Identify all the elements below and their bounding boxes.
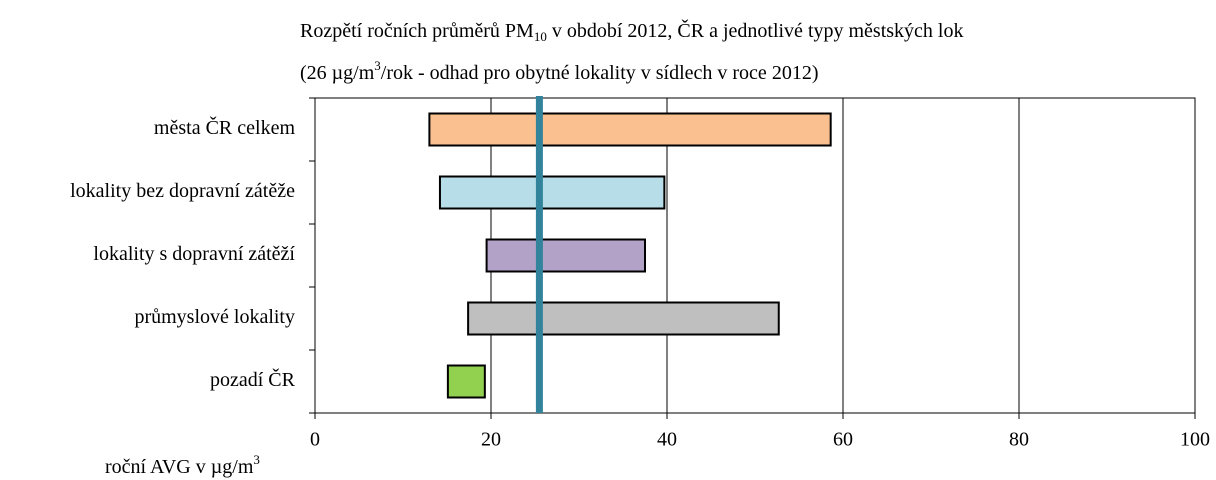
- chart-title: Rozpětí ročních průměrů PM10 v období 20…: [300, 18, 963, 44]
- y-tick-label: lokality bez dopravní zátěže: [70, 180, 295, 202]
- bar: [485, 238, 646, 273]
- x-tick-label: 0: [310, 429, 320, 451]
- x-tick-label: 20: [481, 429, 501, 451]
- y-tick-label: pozadí ČR: [210, 367, 296, 391]
- x-tick-label: 80: [1009, 429, 1029, 451]
- bar: [446, 364, 486, 399]
- bar: [428, 112, 832, 147]
- bar: [438, 175, 666, 210]
- x-tick-label: 40: [657, 429, 677, 451]
- y-tick-label: lokality s dopravní zátěží: [93, 243, 295, 265]
- chart-subtitle: (26 µg/m3/rok - odhad pro obytné lokalit…: [300, 58, 818, 84]
- x-tick-label: 60: [833, 429, 853, 451]
- y-tick-label: průmyslové lokality: [134, 306, 295, 328]
- x-axis-label: roční AVG v µg/m3: [105, 452, 260, 478]
- y-tick-label: města ČR celkem: [154, 115, 296, 139]
- x-tick-label: 100: [1180, 429, 1210, 451]
- bar: [467, 301, 780, 336]
